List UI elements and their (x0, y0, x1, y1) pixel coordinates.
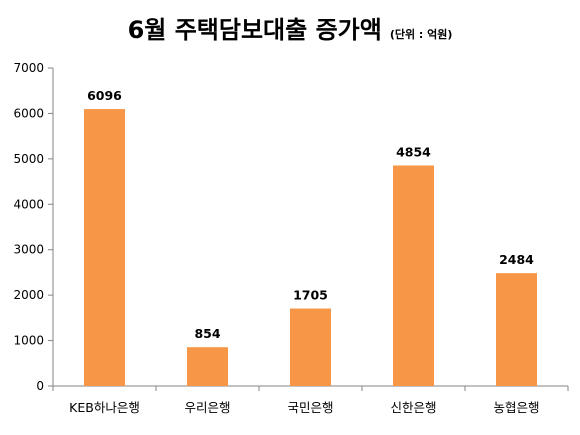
bar-0 (84, 109, 125, 386)
data-label-0: 6096 (87, 88, 122, 103)
chart-subtitle: (단위 : 억원) (389, 28, 453, 41)
bar-2 (290, 308, 331, 386)
bar-3 (393, 165, 434, 386)
x-category-label: 국민은행 (287, 400, 333, 415)
data-label-3: 4854 (396, 144, 431, 159)
y-tick-label: 3000 (13, 243, 44, 257)
x-category-label: 우리은행 (184, 400, 230, 415)
data-label-1: 854 (194, 326, 220, 341)
x-category-label: 신한은행 (390, 400, 436, 415)
y-tick-label: 5000 (13, 152, 44, 166)
bar-1 (187, 347, 228, 386)
y-tick-label: 2000 (13, 288, 44, 302)
chart-title: 6월 주택담보대출 증가액 (127, 16, 382, 44)
data-label-4: 2484 (499, 252, 534, 267)
y-tick-label: 0 (36, 379, 44, 393)
x-category-label: 농협은행 (493, 400, 539, 415)
x-category-label: KEB하나은행 (69, 400, 140, 415)
y-tick-label: 4000 (13, 197, 44, 211)
y-axis: 0 1000 2000 3000 4000 5000 6000 7000 (13, 61, 54, 393)
y-tick-label: 1000 (13, 334, 44, 348)
data-label-2: 1705 (293, 288, 328, 303)
title-row: 6월 주택담보대출 증가액 (단위 : 억원) (0, 10, 580, 45)
x-axis: KEB하나은행 우리은행 국민은행 신한은행 농협은행 (52, 385, 569, 415)
bars (84, 109, 537, 386)
y-tick-label: 6000 (13, 106, 44, 120)
data-labels: 6096 854 1705 4854 2484 (87, 88, 534, 341)
y-tick-label: 7000 (13, 61, 44, 75)
bar-4 (496, 273, 537, 386)
